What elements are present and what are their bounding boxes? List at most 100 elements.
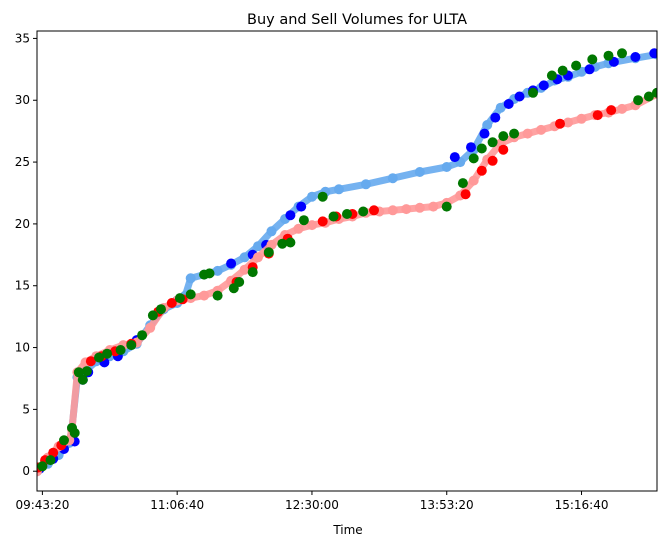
data-point [387,205,398,216]
data-point [479,128,490,139]
plot-area [37,48,657,477]
y-tick-label: 5 [22,402,30,416]
data-point [617,103,627,114]
data-point [81,366,92,377]
data-point [460,189,471,200]
data-point [342,209,352,219]
data-point [466,142,476,153]
x-tick-label: 11:06:40 [150,498,204,512]
data-point [126,340,137,351]
data-point [239,264,250,275]
data-point [277,238,288,249]
y-axis: 0 5 10 15 20 25 30 35 [15,31,37,478]
data-point [307,191,317,202]
y-tick-label: 25 [15,155,30,169]
data-point [449,152,460,163]
data-point [145,322,156,333]
data-point [174,293,185,304]
plot-frame [36,30,658,492]
plot-marks [37,48,657,477]
data-point [317,191,328,202]
y-tick-label: 20 [15,217,30,231]
data-point [147,310,158,321]
data-point [212,265,223,276]
data-point [457,178,468,189]
data-point [263,247,274,258]
data-point [185,273,196,284]
x-tick-label: 15:16:40 [555,498,609,512]
data-point [571,60,582,71]
data-point [293,223,304,234]
data-point [652,87,657,98]
data-point [509,128,520,139]
data-point [37,461,48,472]
data-point [333,184,344,195]
data-point [360,179,371,190]
data-point [428,201,439,212]
data-point [358,206,369,217]
data-point [617,48,627,59]
data-point [85,356,96,367]
data-point [77,374,88,385]
data-point [576,113,587,124]
data-point [166,298,177,308]
data-point [285,210,296,221]
x-axis: 09:43:20 11:06:40 12:30:00 13:53:20 15:16:40 [15,491,608,512]
data-point [476,165,487,176]
data-point [498,144,509,155]
data-point [476,143,487,154]
data-point [253,252,263,263]
data-point [546,70,557,81]
data-point [199,290,210,301]
data-point [94,352,104,363]
data-point [226,258,237,269]
data-point [649,48,657,59]
data-point [387,173,398,184]
data-point [482,120,493,130]
data-point [185,289,196,300]
data-point [296,201,307,212]
data-point [495,102,506,113]
data-point [59,435,69,446]
data-point [441,201,452,212]
data-point [115,345,126,355]
data-point [401,204,412,215]
data-point [414,202,425,213]
data-point [239,252,250,263]
data-point [498,131,509,142]
data-point [253,241,263,252]
data-point [234,277,245,287]
data-point [522,128,533,139]
data-point [606,105,617,116]
series-4 [37,48,657,472]
data-point [45,455,56,466]
data-point [555,118,565,129]
data-point [643,91,654,102]
x-tick-label: 13:53:20 [420,498,474,512]
data-point [369,205,379,216]
data-point [328,211,339,222]
data-point [137,330,148,341]
data-point [73,367,84,378]
data-point [69,427,80,438]
data-point [102,348,113,359]
data-point [468,153,479,164]
data-point [538,80,549,91]
data-point [212,290,223,301]
x-tick-label: 09:43:20 [15,498,69,512]
data-point [487,155,498,166]
x-tick-label: 12:30:00 [285,498,339,512]
data-point [587,54,598,65]
data-point [204,268,215,279]
data-point [584,64,595,75]
data-point [514,91,525,102]
data-point [630,52,641,62]
data-point [536,124,547,135]
data-point [247,267,258,278]
data-point [307,220,317,231]
data-point [557,65,568,76]
data-point [156,304,166,315]
data-point [528,87,538,98]
